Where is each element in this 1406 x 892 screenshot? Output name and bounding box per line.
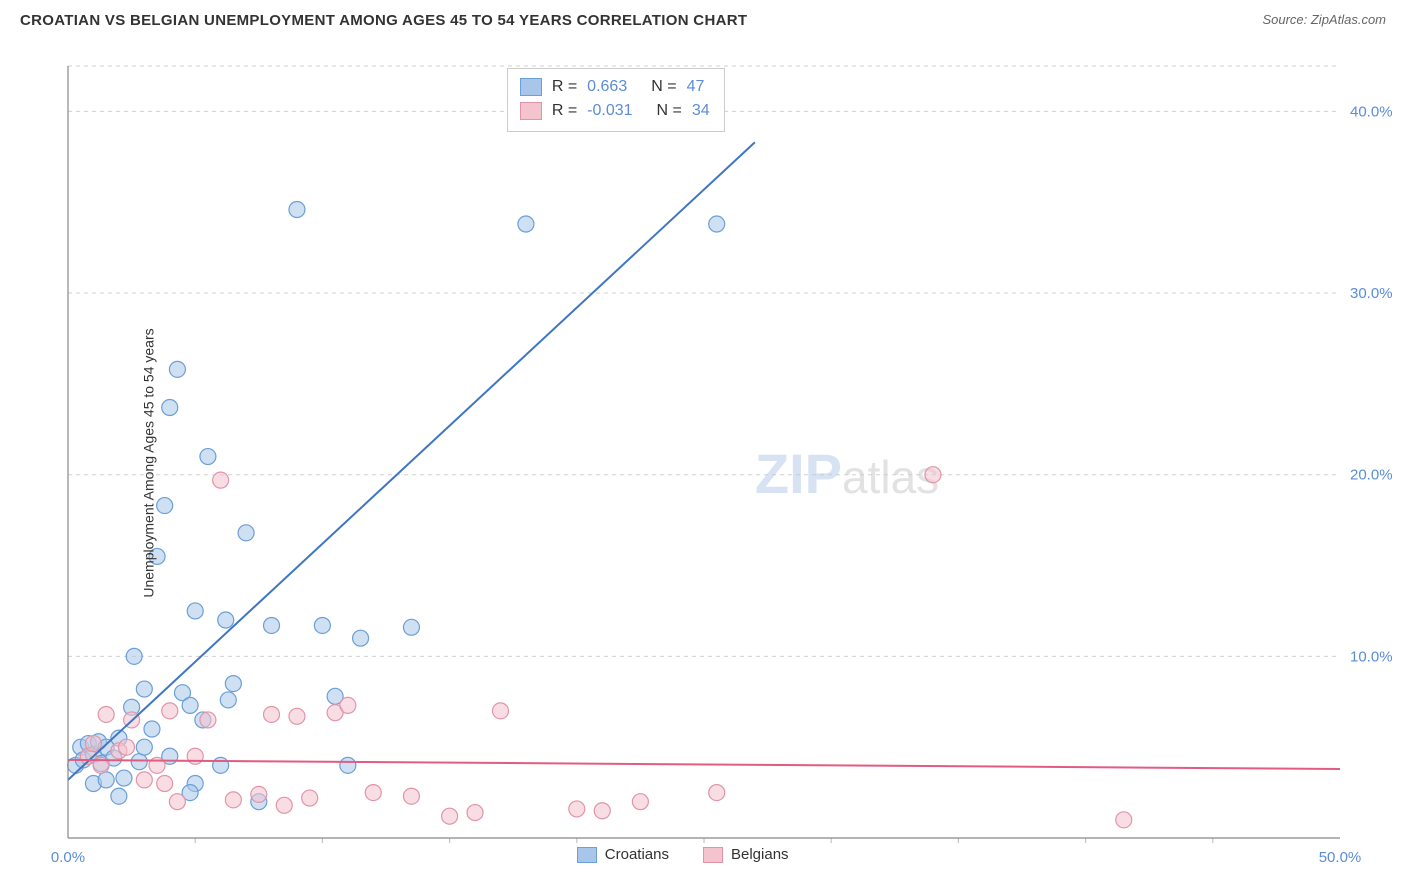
data-point: [85, 736, 101, 752]
chart-container: Unemployment Among Ages 45 to 54 years Z…: [20, 44, 1386, 882]
data-point: [98, 706, 114, 722]
data-point: [169, 794, 185, 810]
data-point: [200, 712, 216, 728]
regression-line: [68, 760, 1340, 769]
legend-label: Croatians: [605, 846, 669, 863]
data-point: [925, 467, 941, 483]
data-point: [213, 757, 229, 773]
data-point: [365, 785, 381, 801]
data-point: [340, 757, 356, 773]
data-point: [187, 603, 203, 619]
series-legend: Croatians Belgians: [577, 846, 789, 863]
watermark: ZIPatlas: [755, 442, 939, 505]
stats-legend-row: R = -0.031 N = 34: [520, 99, 710, 123]
legend-label: Belgians: [731, 846, 789, 863]
data-point: [225, 792, 241, 808]
legend-swatch: [577, 847, 597, 863]
data-point: [467, 805, 483, 821]
legend-n-value: 34: [692, 99, 710, 123]
data-point: [144, 721, 160, 737]
data-point: [182, 697, 198, 713]
chart-header: CROATIAN VS BELGIAN UNEMPLOYMENT AMONG A…: [0, 0, 1406, 44]
data-point: [131, 754, 147, 770]
data-point: [169, 361, 185, 377]
data-point: [709, 785, 725, 801]
data-point: [136, 739, 152, 755]
data-point: [289, 708, 305, 724]
data-point: [518, 216, 534, 232]
x-tick-label: 0.0%: [51, 849, 85, 866]
data-point: [289, 202, 305, 218]
chart-title: CROATIAN VS BELGIAN UNEMPLOYMENT AMONG A…: [20, 12, 747, 29]
data-point: [276, 797, 292, 813]
data-point: [403, 619, 419, 635]
data-point: [136, 772, 152, 788]
data-point: [157, 776, 173, 792]
data-point: [200, 449, 216, 465]
data-point: [116, 770, 132, 786]
legend-r-label: R =: [552, 99, 577, 123]
data-point: [302, 790, 318, 806]
legend-r-value: 0.663: [587, 75, 627, 99]
legend-r-label: R =: [552, 75, 577, 99]
source-label: Source: ZipAtlas.com: [1262, 12, 1386, 27]
data-point: [492, 703, 508, 719]
data-point: [251, 786, 267, 802]
legend-r-value: -0.031: [587, 99, 632, 123]
data-point: [353, 630, 369, 646]
legend-n-value: 47: [687, 75, 705, 99]
y-tick-label: 40.0%: [1350, 103, 1393, 120]
correlation-chart: ZIPatlas 10.0% 20.0% 30.0% 40.0% 0.0% 50.0%: [20, 44, 1406, 882]
data-point: [119, 739, 135, 755]
x-tick-label: 50.0%: [1319, 849, 1362, 866]
data-point: [1116, 812, 1132, 828]
data-point: [220, 692, 236, 708]
data-point: [264, 706, 280, 722]
data-point: [225, 676, 241, 692]
data-point: [340, 697, 356, 713]
data-point: [314, 617, 330, 633]
data-point: [111, 788, 127, 804]
y-axis-label: Unemployment Among Ages 45 to 54 years: [141, 328, 157, 597]
regression-line: [68, 142, 755, 780]
data-point: [709, 216, 725, 232]
y-tick-label: 10.0%: [1350, 648, 1393, 665]
legend-swatch: [703, 847, 723, 863]
stats-legend: R = 0.663 N = 47 R = -0.031 N = 34: [507, 68, 725, 132]
data-point: [213, 472, 229, 488]
data-point: [162, 703, 178, 719]
data-point: [98, 772, 114, 788]
legend-swatch: [520, 78, 542, 96]
data-point: [403, 788, 419, 804]
data-point: [632, 794, 648, 810]
y-tick-label: 20.0%: [1350, 467, 1393, 484]
legend-n-label: N =: [651, 75, 676, 99]
data-point: [157, 498, 173, 514]
legend-swatch: [520, 102, 542, 120]
legend-item: Belgians: [703, 846, 789, 863]
data-point: [126, 648, 142, 664]
legend-item: Croatians: [577, 846, 669, 863]
data-point: [594, 803, 610, 819]
data-point: [569, 801, 585, 817]
stats-legend-row: R = 0.663 N = 47: [520, 75, 710, 99]
y-tick-label: 30.0%: [1350, 285, 1393, 302]
data-point: [238, 525, 254, 541]
data-point: [218, 612, 234, 628]
data-point: [162, 399, 178, 415]
data-point: [442, 808, 458, 824]
legend-n-label: N =: [657, 99, 682, 123]
data-point: [264, 617, 280, 633]
data-point: [187, 748, 203, 764]
data-point: [136, 681, 152, 697]
